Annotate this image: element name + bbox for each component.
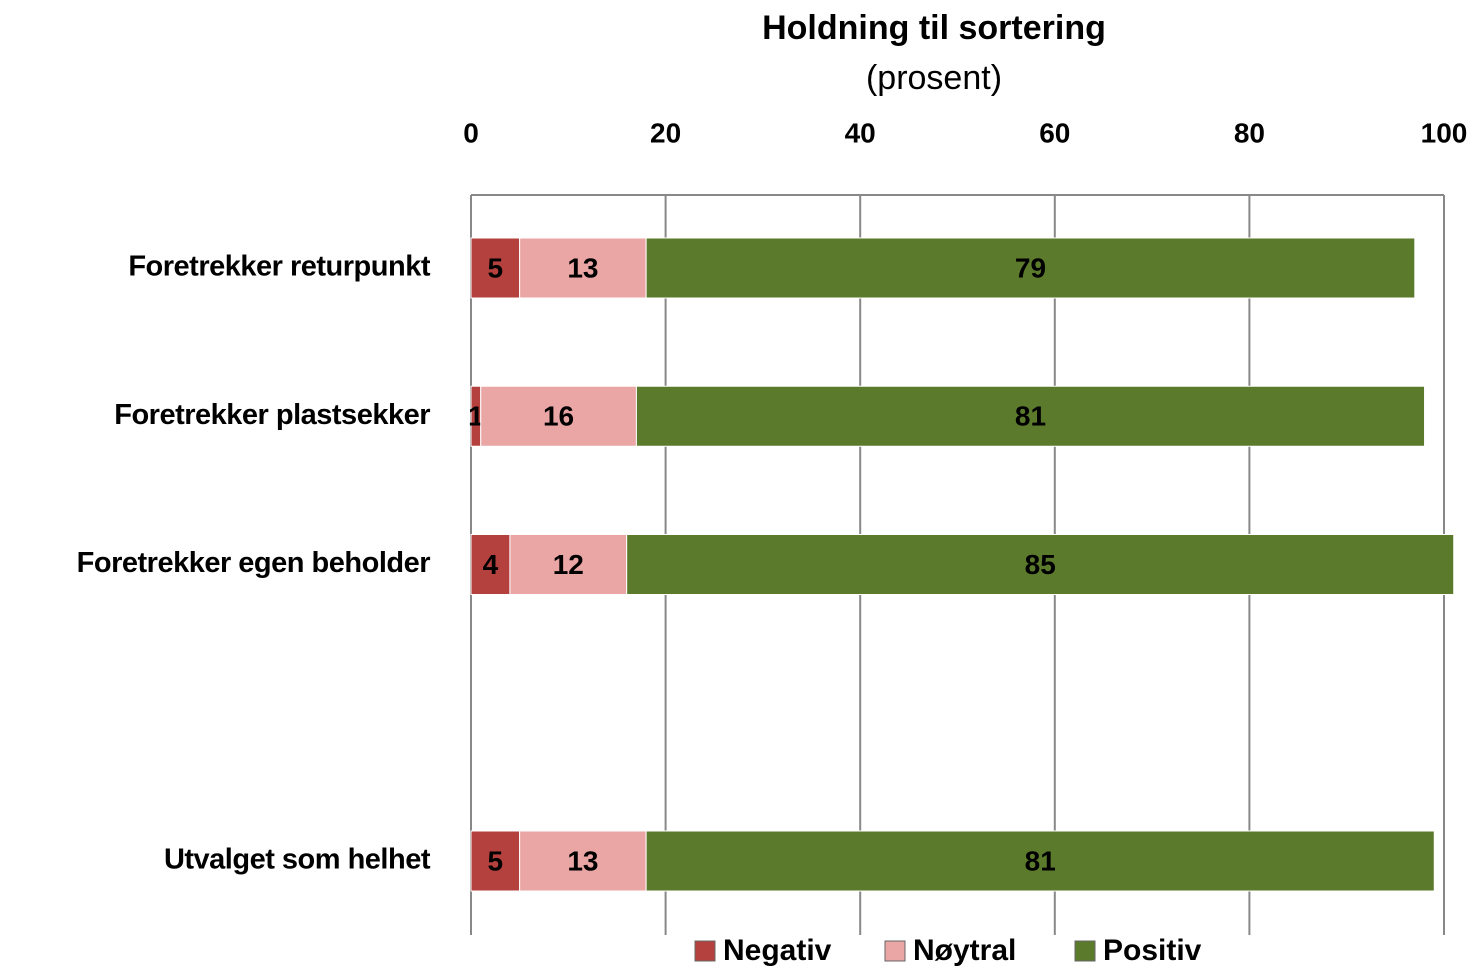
- y-tick-label: Foretrekker plastsekker: [114, 399, 430, 431]
- bar-segment: [645, 830, 1435, 892]
- x-tick-label: 20: [650, 117, 681, 148]
- bar-segment: [480, 385, 637, 447]
- x-tick-label: 60: [1039, 117, 1070, 148]
- bar-segment: [645, 237, 1416, 299]
- legend-label: Nøytral: [913, 934, 1016, 967]
- data-label: 81: [1015, 401, 1046, 432]
- data-label: 13: [567, 845, 598, 876]
- bar-segment: [519, 237, 647, 299]
- chart-subtitle: (prosent): [866, 59, 1002, 97]
- legend-label: Positiv: [1103, 934, 1202, 967]
- data-label: 13: [567, 252, 598, 283]
- x-tick-label: 0: [463, 117, 479, 148]
- data-label: 85: [1025, 549, 1056, 580]
- bar-segment: [626, 534, 1455, 595]
- data-label: 12: [553, 549, 584, 580]
- legend-swatch: [884, 940, 906, 962]
- y-tick-label: Utvalget som helhet: [164, 844, 431, 876]
- x-tick-label: 40: [845, 117, 876, 148]
- bar-segment: [470, 237, 521, 299]
- data-label: 4: [483, 549, 499, 580]
- x-tick-label: 80: [1234, 117, 1265, 148]
- x-tick-label: 100: [1421, 117, 1468, 148]
- legend-label: Negativ: [723, 934, 832, 967]
- y-tick-label: Foretrekker returpunkt: [128, 251, 430, 283]
- data-label: 1: [468, 401, 484, 432]
- legend-swatch: [1074, 940, 1096, 962]
- data-label: 79: [1015, 252, 1046, 283]
- data-label: 5: [488, 845, 504, 876]
- chart-title: Holdning til sortering: [762, 9, 1106, 47]
- bar-segment: [519, 830, 647, 892]
- data-label: 81: [1025, 845, 1056, 876]
- data-label: 16: [543, 401, 574, 432]
- bar-segment: [635, 385, 1426, 447]
- data-label: 5: [488, 252, 504, 283]
- legend-swatch: [694, 940, 716, 962]
- y-tick-label: Foretrekker egen beholder: [77, 547, 431, 579]
